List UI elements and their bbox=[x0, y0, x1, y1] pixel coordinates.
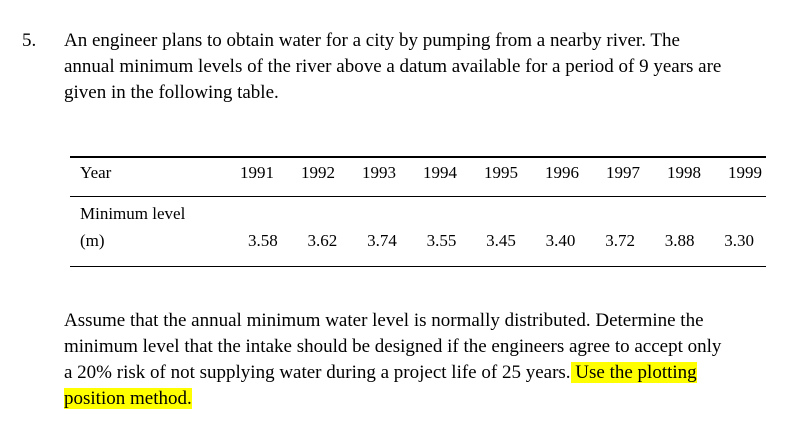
paragraph-text: a 20% risk of not supplying water during… bbox=[64, 362, 566, 383]
paragraph-period: . bbox=[565, 362, 571, 383]
table-cell-year: 1997 bbox=[606, 163, 640, 182]
table-header-year: Year bbox=[80, 163, 112, 182]
table-level-row: 3.58 3.62 3.74 3.55 3.45 3.40 3.72 3.88 … bbox=[248, 230, 754, 252]
table-cell-level: 3.30 bbox=[724, 231, 754, 250]
table-cell-year: 1998 bbox=[667, 163, 701, 182]
table-cell-year: 1994 bbox=[423, 163, 457, 182]
assumption-paragraph: Assume that the annual minimum water lev… bbox=[64, 308, 764, 412]
table-cell-year: 1996 bbox=[545, 163, 579, 182]
table-cell-year: 1991 bbox=[240, 163, 274, 182]
table-cell-year: 1993 bbox=[362, 163, 396, 182]
paragraph-line: minimum level that the intake should be … bbox=[64, 336, 722, 357]
table-year-row: 1991 1992 1993 1994 1995 1996 1997 1998 … bbox=[240, 162, 762, 184]
paragraph-line: a 20% risk of not supplying water during… bbox=[64, 360, 764, 386]
paragraph-line: Assume that the annual minimum water lev… bbox=[64, 310, 704, 331]
table-cell-year: 1995 bbox=[484, 163, 518, 182]
highlighted-instruction: position method. bbox=[64, 388, 192, 409]
table-cell-level: 3.88 bbox=[664, 231, 695, 250]
table-cell-level: 3.74 bbox=[367, 231, 397, 250]
table-cell-year: 1999 bbox=[728, 163, 762, 182]
highlighted-instruction: Use the plotting bbox=[570, 362, 697, 383]
table-cell-level: 3.55 bbox=[426, 231, 457, 250]
question-number: 5. bbox=[22, 30, 37, 51]
intro-line: annual minimum levels of the river above… bbox=[64, 56, 722, 77]
table-header-level: Minimum level bbox=[80, 204, 186, 223]
table-cell-year: 1992 bbox=[301, 163, 335, 182]
question-intro: An engineer plans to obtain water for a … bbox=[64, 28, 764, 106]
table-cell-level: 3.45 bbox=[486, 231, 516, 250]
table-cell-level: 3.40 bbox=[545, 231, 576, 250]
table-mid-rule bbox=[70, 196, 766, 197]
table-top-rule bbox=[70, 156, 766, 158]
table-cell-level: 3.58 bbox=[248, 231, 278, 250]
table-header-level-unit: (m) bbox=[80, 231, 105, 250]
table-cell-level: 3.62 bbox=[307, 231, 338, 250]
table-bottom-rule bbox=[70, 266, 766, 267]
intro-line: An engineer plans to obtain water for a … bbox=[64, 30, 680, 51]
intro-line: given in the following table. bbox=[64, 82, 279, 103]
table-cell-level: 3.72 bbox=[605, 231, 635, 250]
paragraph-line: position method. bbox=[64, 386, 764, 412]
